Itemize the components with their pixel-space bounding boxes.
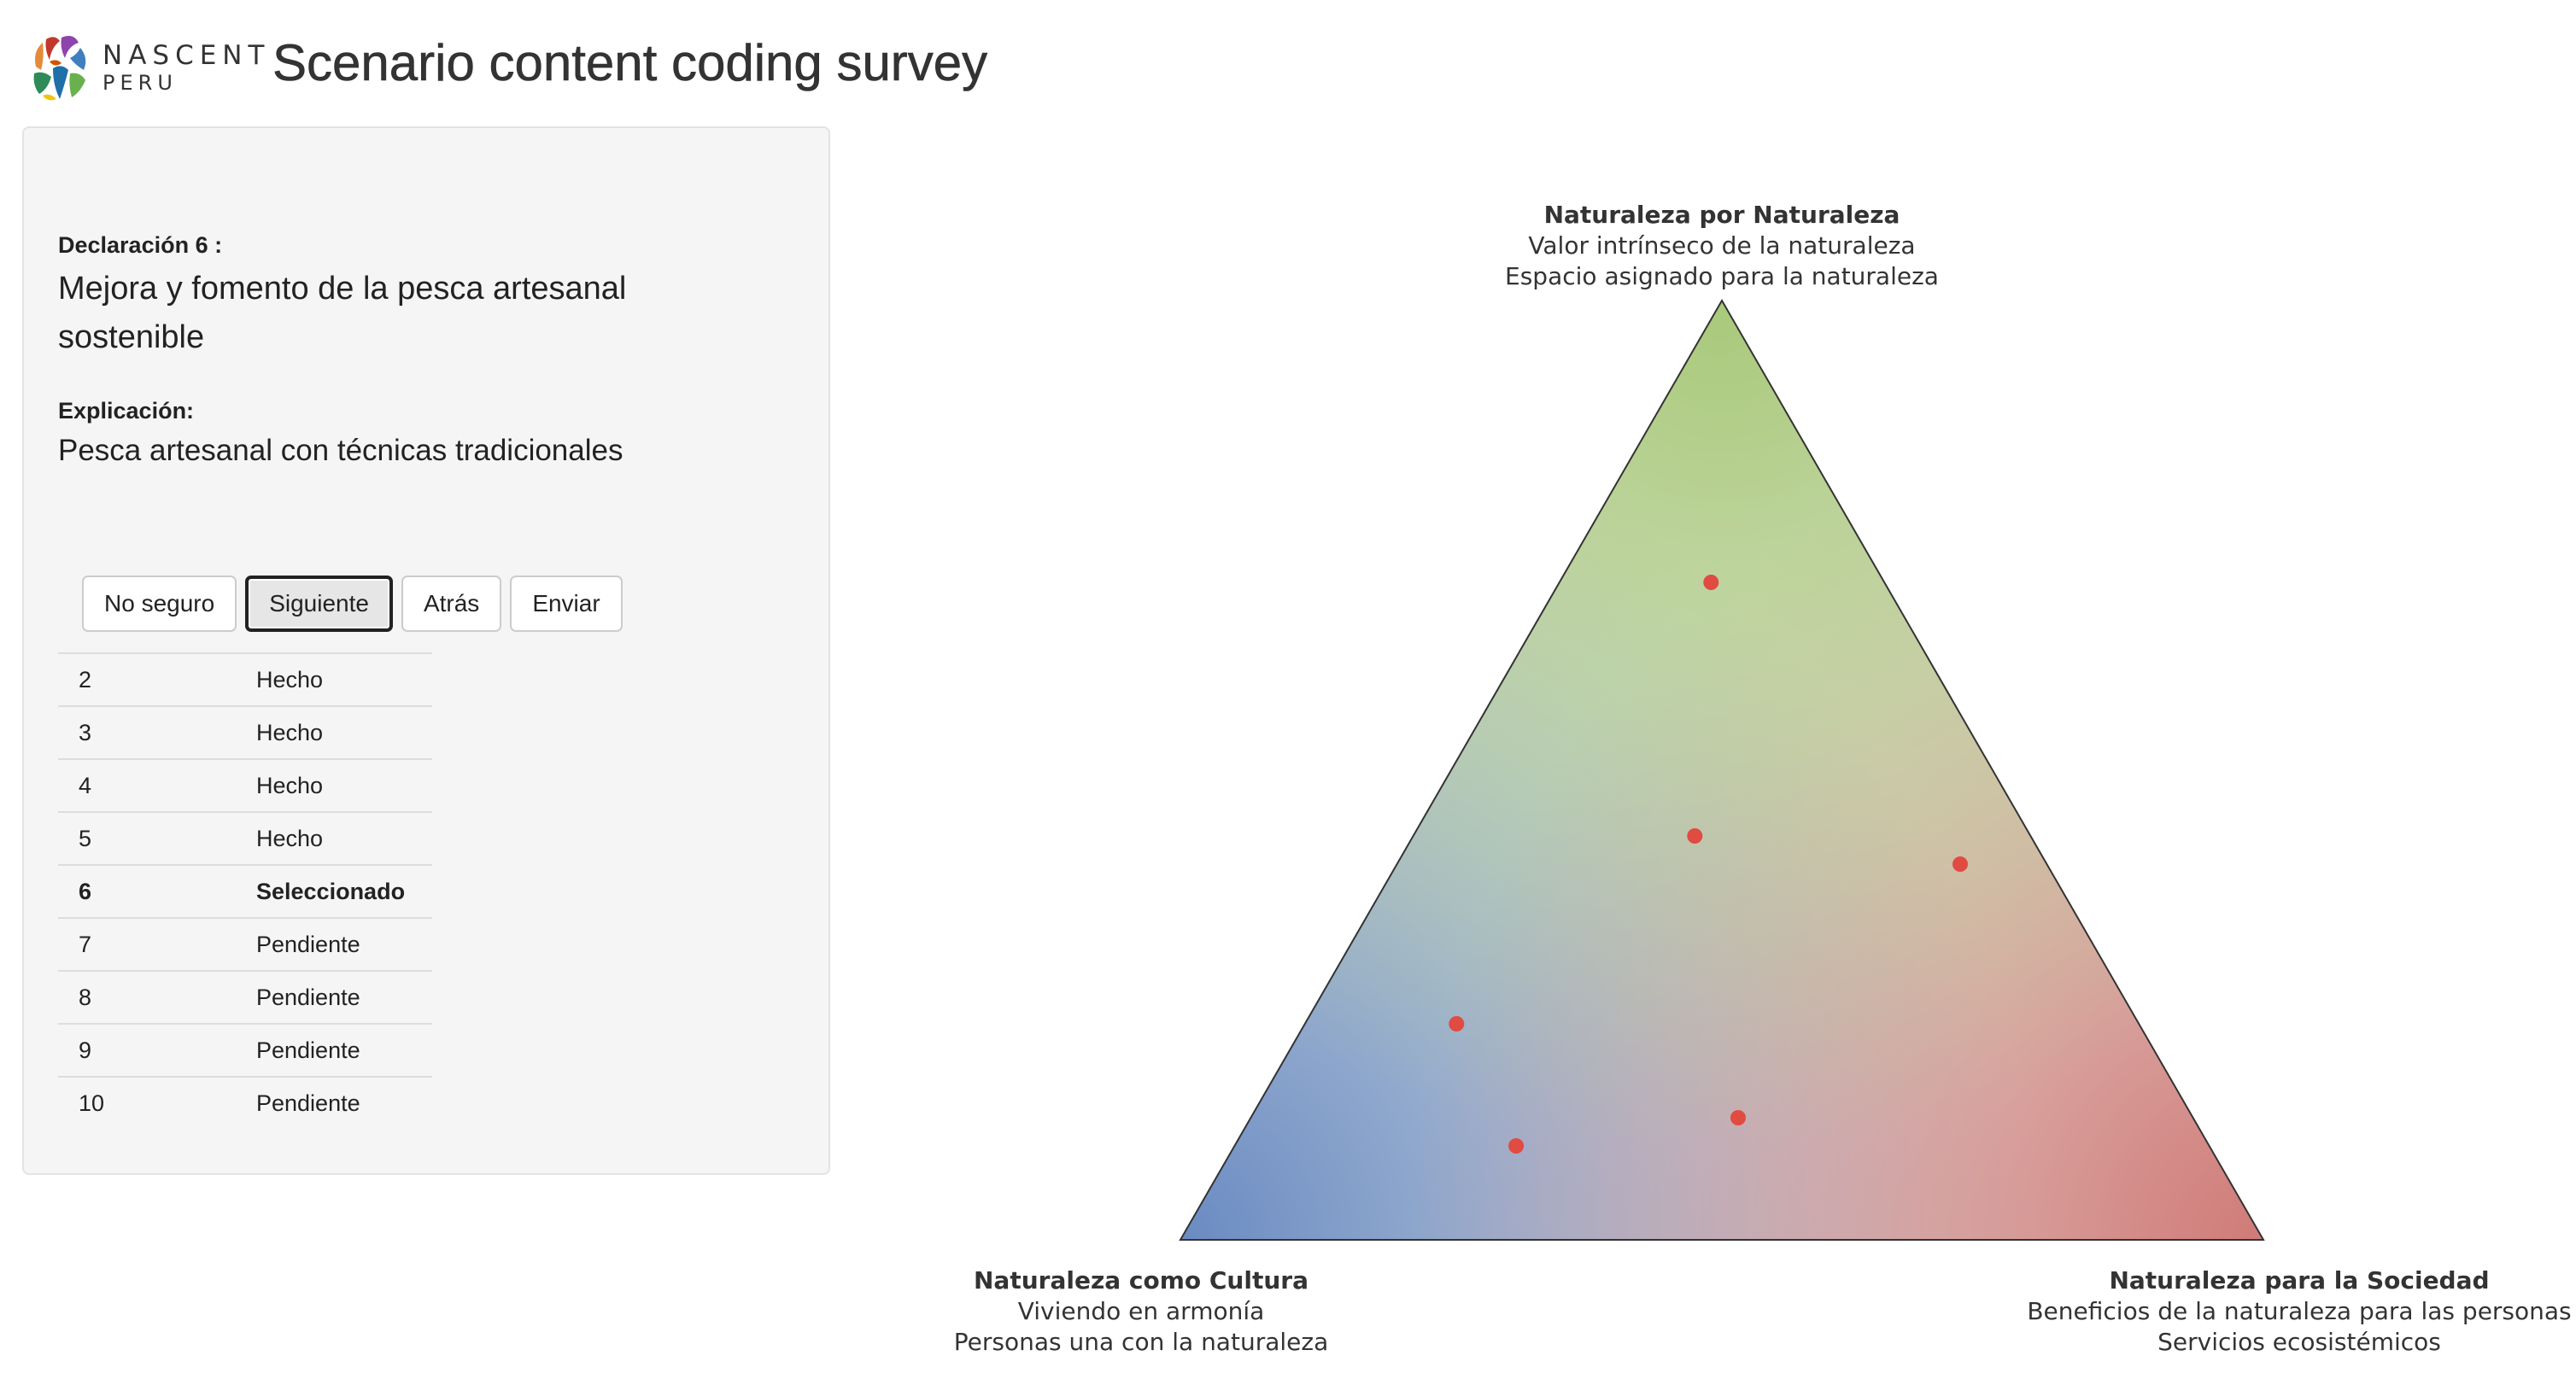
status-row-status: Hecho <box>256 811 432 865</box>
submit-button[interactable]: Enviar <box>510 576 623 632</box>
statement-panel: Declaración 6 : Mejora y fomento de la p… <box>22 126 830 1175</box>
ternary-plot[interactable] <box>940 188 2576 1385</box>
status-row[interactable]: 10 Pendiente <box>58 1076 432 1129</box>
status-row-status: Seleccionado <box>256 864 432 918</box>
status-row-status: Hecho <box>256 652 432 706</box>
ternary-point-4[interactable] <box>1449 1016 1465 1031</box>
back-button[interactable]: Atrás <box>401 576 502 632</box>
vertex-title-nature: Naturaleza por Naturaleza <box>1543 201 1900 229</box>
status-row[interactable]: 6 Seleccionado <box>58 864 432 918</box>
vertex-line-nature-2: Espacio asignado para la naturaleza <box>1505 262 1939 290</box>
status-row-number: 9 <box>58 1023 256 1077</box>
status-row[interactable]: 3 Hecho <box>58 705 432 759</box>
ternary-point-1[interactable] <box>1703 575 1719 590</box>
page-title: Scenario content coding survey <box>272 34 988 92</box>
status-row-number: 3 <box>58 705 256 759</box>
nascent-logo-icon <box>31 32 89 102</box>
status-row[interactable]: 8 Pendiente <box>58 970 432 1024</box>
status-row-status: Hecho <box>256 705 432 759</box>
status-row[interactable]: 2 Hecho <box>58 652 432 706</box>
status-row-status: Pendiente <box>256 1023 432 1077</box>
status-row-number: 2 <box>58 652 256 706</box>
ternary-point-2[interactable] <box>1687 828 1703 844</box>
header: NASCENT PERU <box>31 31 270 104</box>
vertex-line-society-1: Beneficios de la naturaleza para las per… <box>2027 1297 2572 1325</box>
ternary-point-6[interactable] <box>1508 1138 1525 1154</box>
triangle-gradient-top <box>1180 301 2263 1240</box>
status-row-status: Pendiente <box>256 917 432 971</box>
status-row-status: Pendiente <box>256 970 432 1024</box>
next-button[interactable]: Siguiente <box>245 576 393 632</box>
status-row-number: 6 <box>58 864 256 918</box>
triangle-outline <box>1179 298 2265 1241</box>
explanation-label: Explicación: <box>58 398 195 424</box>
navigation-buttons: No seguro Siguiente Atrás Enviar <box>82 576 623 632</box>
vertex-label-left: Naturaleza como Cultura Viviendo en armo… <box>954 1265 1328 1358</box>
status-row-number: 5 <box>58 811 256 865</box>
explanation-text: Pesca artesanal con técnicas tradicional… <box>58 434 624 467</box>
ternary-chart: Naturaleza por Naturaleza Valor intrínse… <box>940 188 2576 1385</box>
status-row-number: 7 <box>58 917 256 971</box>
vertex-title-culture: Naturaleza como Cultura <box>974 1266 1308 1294</box>
status-row-number: 4 <box>58 758 256 812</box>
vertex-label-right: Naturaleza para la Sociedad Beneficios d… <box>2027 1265 2571 1358</box>
nascent-peru-logo: NASCENT PERU <box>31 32 270 102</box>
statement-status-table: 2 Hecho 3 Hecho 4 Hecho 5 Hecho 6 Seleccionado 7 Pe… <box>58 652 432 1129</box>
status-row[interactable]: 9 Pendiente <box>58 1023 432 1077</box>
unsure-button[interactable]: No seguro <box>82 576 237 632</box>
logo-name: NASCENT <box>102 40 271 71</box>
ternary-point-3[interactable] <box>1952 856 1968 872</box>
status-row-number: 8 <box>58 970 256 1024</box>
vertex-title-society: Naturaleza para la Sociedad <box>2109 1266 2490 1294</box>
status-row[interactable]: 5 Hecho <box>58 811 432 865</box>
status-row-status: Pendiente <box>256 1076 432 1129</box>
status-row-status: Hecho <box>256 758 432 812</box>
statement-label: Declaración 6 : <box>58 232 223 258</box>
status-row[interactable]: 4 Hecho <box>58 758 432 812</box>
status-row-number: 10 <box>58 1076 256 1129</box>
statement-text: Mejora y fomento de la pesca artesanal s… <box>58 271 627 355</box>
ternary-point-5[interactable] <box>1730 1110 1746 1125</box>
vertex-line-society-2: Servicios ecosistémicos <box>2157 1328 2441 1356</box>
vertex-line-culture-2: Personas una con la naturaleza <box>953 1328 1329 1356</box>
status-row[interactable]: 7 Pendiente <box>58 917 432 971</box>
vertex-label-top: Naturaleza por Naturaleza Valor intrínse… <box>1505 200 1939 292</box>
logo-sub: PERU <box>102 71 178 95</box>
vertex-line-culture-1: Viviendo en armonía <box>1017 1297 1265 1325</box>
vertex-line-nature-1: Valor intrínseco de la naturaleza <box>1528 231 1916 260</box>
